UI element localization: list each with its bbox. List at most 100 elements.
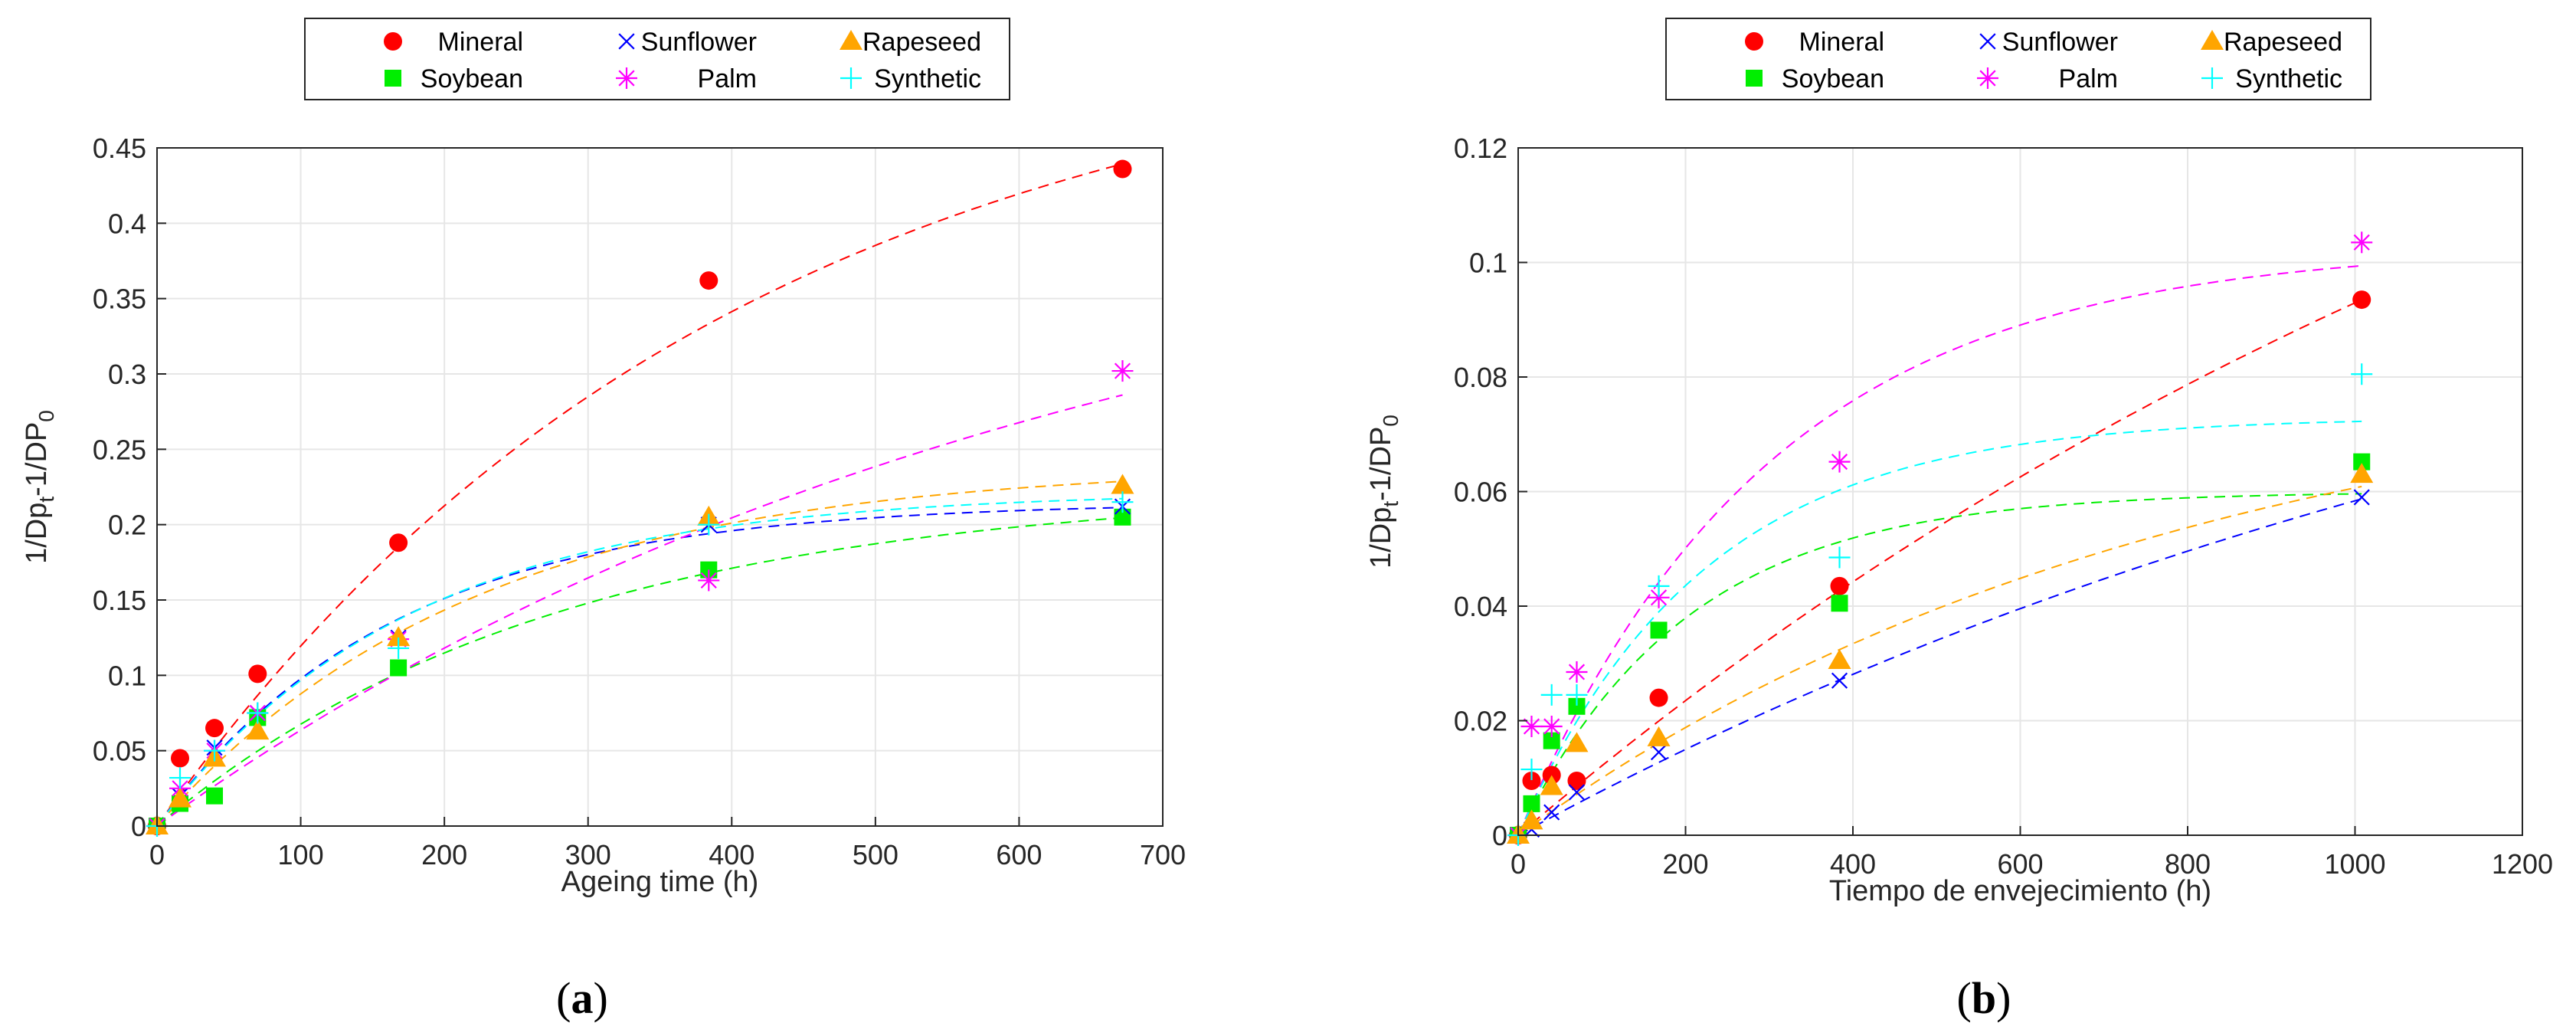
y-tick-label-4: 0.08 xyxy=(1454,362,1507,393)
point-rapeseed-6 xyxy=(1111,474,1134,494)
y-label-part-1: 1/Dp xyxy=(1365,507,1397,569)
point-mineral-4 xyxy=(1649,688,1668,707)
point-synthetic-2 xyxy=(1540,684,1563,706)
fit-line-synthetic xyxy=(1517,420,2362,836)
point-soybean-2 xyxy=(206,787,224,805)
legend-marker-synthetic xyxy=(2201,67,2223,89)
point-rapeseed-6 xyxy=(2350,463,2374,484)
point-sunflower-5 xyxy=(1831,672,1848,689)
point-mineral-5 xyxy=(699,271,718,290)
chart-a-panel-label: (a) xyxy=(556,973,608,1023)
chart-a-grid xyxy=(156,147,1164,827)
legend-marker-sunflower xyxy=(1979,33,1996,50)
y-tick-label-3: 0.06 xyxy=(1454,477,1507,508)
x-tick-label-1: 200 xyxy=(1662,848,1708,880)
y-tick-label-5: 0.1 xyxy=(1469,248,1507,279)
fit-line-rapeseed xyxy=(156,480,1123,827)
point-soybean-4 xyxy=(390,659,408,677)
x-tick-label-1: 100 xyxy=(278,839,324,870)
y-label-part-2: -1/DP xyxy=(1365,427,1397,501)
point-soybean-5 xyxy=(1831,595,1848,612)
point-mineral-6 xyxy=(2352,290,2371,310)
y-tick-label-7: 0.35 xyxy=(93,284,146,315)
point-synthetic-1 xyxy=(1520,759,1543,781)
y-tick-label-8: 0.4 xyxy=(108,208,146,239)
legend-marker-rapeseed xyxy=(2201,30,2224,50)
fit-line-mineral xyxy=(1517,299,2362,836)
legend-label-mineral: Mineral xyxy=(438,28,523,57)
chart-a-x-axis-label: Ageing time (h) xyxy=(561,866,759,898)
legend-marker-soybean xyxy=(1746,70,1763,87)
point-palm-4 xyxy=(1648,586,1670,608)
legend-box xyxy=(304,18,1010,100)
chart-b-grid xyxy=(1517,147,2523,836)
point-soybean-6 xyxy=(2353,453,2371,470)
legend-marker-rapeseed xyxy=(840,30,862,50)
point-sunflower-4 xyxy=(1650,744,1668,761)
chart-b-legend: Mineral Sunflower Rapeseed Soybean Palm Synth… xyxy=(1665,18,2371,100)
point-rapeseed-1 xyxy=(169,787,192,808)
chart-a-panel-letter: a xyxy=(571,973,594,1023)
fit-line-soybean xyxy=(1517,493,2362,836)
x-tick-label-0: 0 xyxy=(1511,848,1526,880)
point-mineral-1 xyxy=(1522,771,1541,790)
legend-label-sunflower: Sunflower xyxy=(2002,28,2118,57)
point-mineral-3 xyxy=(1567,771,1586,790)
y-tick-label-1: 0.02 xyxy=(1454,706,1507,737)
chart-b-x-ticks: 0 200 400 600 800 1000 1200 xyxy=(1511,826,2553,880)
chart-b-panel-label: (b) xyxy=(1957,973,2011,1023)
legend-label-palm: Palm xyxy=(698,64,757,93)
fit-line-synthetic xyxy=(156,497,1123,827)
point-soybean-3 xyxy=(1568,697,1586,715)
y-label-sub-t: t xyxy=(1379,501,1403,507)
point-sunflower-6 xyxy=(2353,489,2370,506)
y-tick-label-2: 0.1 xyxy=(108,660,146,691)
y-tick-label-9: 0.45 xyxy=(93,133,146,164)
point-soybean-6 xyxy=(1114,508,1131,526)
y-label-sub-0: 0 xyxy=(34,410,58,422)
y-tick-label-3: 0.15 xyxy=(93,585,146,616)
point-rapeseed-4 xyxy=(1647,726,1671,746)
y-label-part-2: -1/DP xyxy=(21,422,53,497)
chart-a-legend: Mineral Sunflower Rapeseed Soybean Palm Synth… xyxy=(304,18,1010,100)
point-palm-3 xyxy=(1566,661,1588,683)
x-tick-label-4: 400 xyxy=(709,839,754,870)
point-synthetic-4 xyxy=(1648,575,1670,597)
chart-b-panel-letter: b xyxy=(1972,973,1996,1023)
x-tick-label-2: 200 xyxy=(421,839,467,870)
legend-marker-palm xyxy=(616,67,637,89)
y-label-sub-0: 0 xyxy=(1379,415,1403,427)
chart-a: 0 100 200 300 400 500 600 700 0 0.05 0.1 0.15 0.2 0.… xyxy=(21,18,1186,1023)
point-sunflower-2 xyxy=(1543,804,1560,821)
fit-line-mineral xyxy=(156,162,1123,827)
legend-marker-soybean xyxy=(385,70,401,87)
point-rapeseed-1 xyxy=(1520,809,1543,830)
legend-label-rapeseed: Rapeseed xyxy=(2224,28,2342,57)
chart-a-x-ticks: 0 100 200 300 400 500 600 700 xyxy=(149,817,1186,870)
point-mineral-2 xyxy=(205,719,224,738)
chart-a-markers xyxy=(146,159,1134,837)
point-palm-5 xyxy=(1828,451,1851,473)
point-rapeseed-3 xyxy=(1565,732,1589,752)
point-rapeseed-5 xyxy=(1828,649,1851,670)
point-synthetic-2 xyxy=(204,739,226,762)
legend-marker-mineral xyxy=(1745,32,1763,51)
chart-a-y-axis-label: 1/Dpt-1/DP0 xyxy=(21,410,58,564)
x-tick-label-5: 500 xyxy=(853,839,898,870)
point-mineral-1 xyxy=(171,749,190,768)
legend-box xyxy=(1665,18,2371,100)
y-tick-label-5: 0.25 xyxy=(93,434,146,465)
point-rapeseed-3 xyxy=(246,720,270,740)
point-soybean-2 xyxy=(1543,732,1560,749)
chart-a-y-ticks: 0 0.05 0.1 0.15 0.2 0.25 0.3 0.35 0.4 0.45 xyxy=(93,133,166,842)
x-tick-label-6: 1200 xyxy=(2492,848,2553,880)
y-tick-label-0: 0 xyxy=(131,811,146,842)
point-mineral-3 xyxy=(248,664,267,684)
legend-marker-mineral xyxy=(384,32,402,51)
x-tick-label-3: 300 xyxy=(565,839,611,870)
x-tick-label-4: 800 xyxy=(2165,848,2211,880)
legend-label-mineral: Mineral xyxy=(1799,28,1884,57)
x-tick-label-0: 0 xyxy=(149,839,165,870)
point-soybean-1 xyxy=(1523,795,1540,812)
point-rapeseed-2 xyxy=(1540,775,1563,795)
